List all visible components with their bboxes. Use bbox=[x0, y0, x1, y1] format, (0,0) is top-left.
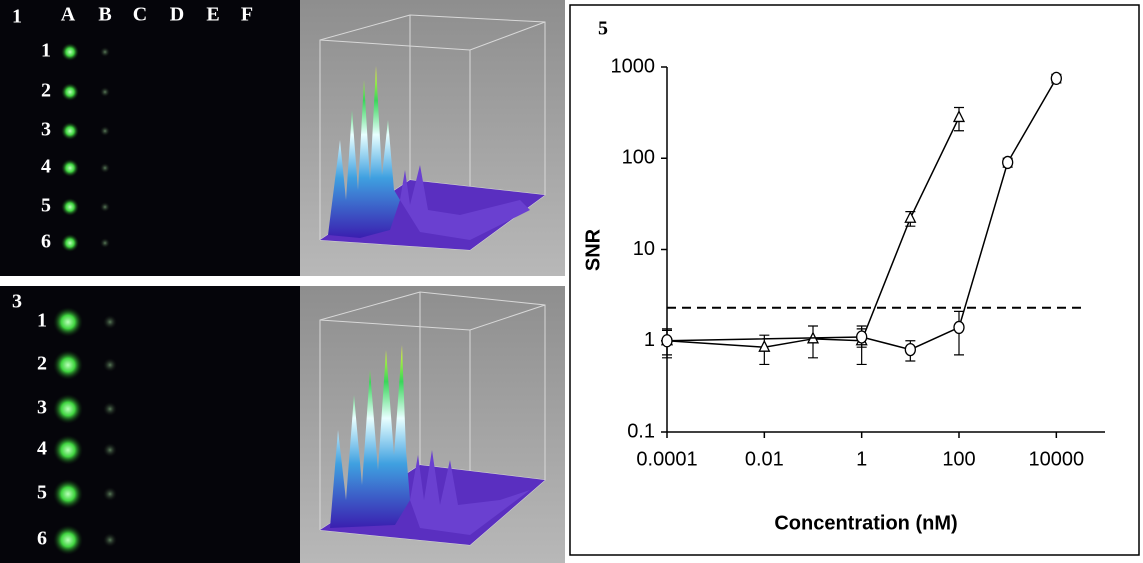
row-label: 5 bbox=[41, 195, 51, 217]
row-label: 1 bbox=[41, 40, 51, 62]
x-axis-title: Concentration (nM) bbox=[774, 512, 957, 534]
spot bbox=[103, 487, 117, 501]
y-tick-label: 10 bbox=[633, 238, 655, 260]
spot bbox=[103, 315, 117, 329]
column-label: A bbox=[61, 4, 76, 26]
y-tick-label: 1 bbox=[644, 329, 655, 351]
chart-frame bbox=[569, 4, 1140, 556]
y-tick-label: 100 bbox=[622, 147, 655, 169]
surface-peaks bbox=[330, 345, 410, 528]
row-label: 6 bbox=[41, 231, 51, 253]
column-label: F bbox=[241, 4, 253, 26]
spot bbox=[53, 394, 83, 424]
spot bbox=[61, 122, 79, 140]
row-label: 2 bbox=[37, 353, 47, 375]
box bbox=[319, 304, 546, 331]
surface-noise bbox=[400, 165, 530, 240]
marker bbox=[1002, 155, 1014, 170]
spot bbox=[53, 350, 83, 380]
x-tick-label: 100 bbox=[942, 448, 975, 470]
spot bbox=[61, 83, 79, 101]
spot bbox=[100, 47, 110, 57]
x-tick-label: 0.01 bbox=[745, 448, 784, 470]
spot bbox=[53, 435, 83, 465]
y-axis-title: SNR bbox=[582, 228, 604, 271]
spot bbox=[100, 87, 110, 97]
row-label: 3 bbox=[41, 119, 51, 141]
column-label: E bbox=[206, 4, 219, 26]
marker bbox=[758, 339, 771, 352]
y-tick-label: 0.1 bbox=[627, 420, 655, 442]
panel-label: 3 bbox=[12, 291, 22, 313]
y-tick-label: 1000 bbox=[611, 55, 656, 77]
column-label: C bbox=[133, 4, 147, 26]
spot bbox=[103, 443, 117, 457]
marker bbox=[1050, 71, 1062, 86]
x-tick-label: 1 bbox=[856, 448, 867, 470]
spot bbox=[103, 533, 117, 547]
x-tick-label: 0.0001 bbox=[636, 448, 697, 470]
box bbox=[319, 21, 546, 51]
spot bbox=[100, 163, 110, 173]
row-label: 1 bbox=[37, 310, 47, 332]
panel-4 bbox=[300, 286, 565, 563]
row-label: 4 bbox=[41, 156, 51, 178]
spot bbox=[100, 202, 110, 212]
panel-2 bbox=[300, 0, 565, 276]
panel-1: 1ABCDEF1234562 bbox=[0, 0, 322, 276]
chart: 5 0.1 1 10 100 1000 0.0001 0.01 1 100 10000 Concent… bbox=[582, 18, 1105, 534]
series-line bbox=[666, 117, 960, 348]
panel-label: 1 bbox=[12, 6, 22, 28]
series-line bbox=[666, 78, 1057, 351]
marker bbox=[661, 334, 673, 348]
spot bbox=[61, 234, 79, 252]
spot bbox=[53, 479, 83, 509]
marker bbox=[904, 342, 916, 357]
marker bbox=[953, 320, 965, 335]
spot bbox=[103, 358, 117, 372]
surface-noise bbox=[410, 450, 530, 535]
spot bbox=[61, 198, 79, 216]
spot bbox=[61, 159, 79, 177]
spot bbox=[53, 525, 83, 555]
row-label: 2 bbox=[41, 80, 51, 102]
spot bbox=[53, 307, 83, 337]
spot bbox=[100, 126, 110, 136]
marker bbox=[856, 330, 868, 344]
column-label: B bbox=[98, 4, 111, 26]
panel-bg bbox=[0, 0, 300, 276]
row-label: 6 bbox=[37, 528, 47, 550]
row-label: 4 bbox=[37, 438, 47, 460]
marker bbox=[952, 109, 966, 123]
surface-peaks bbox=[328, 66, 400, 238]
x-tick-label: 10000 bbox=[1029, 448, 1085, 470]
row-label: 3 bbox=[37, 397, 47, 419]
spot bbox=[103, 402, 117, 416]
column-label: D bbox=[170, 4, 184, 26]
panel-label: 5 bbox=[598, 18, 608, 40]
panel-3: 31234564 bbox=[0, 286, 322, 563]
marker bbox=[904, 210, 917, 223]
spot bbox=[61, 43, 79, 61]
row-label: 5 bbox=[37, 482, 47, 504]
panel-bg bbox=[0, 286, 300, 563]
spot bbox=[100, 238, 110, 248]
